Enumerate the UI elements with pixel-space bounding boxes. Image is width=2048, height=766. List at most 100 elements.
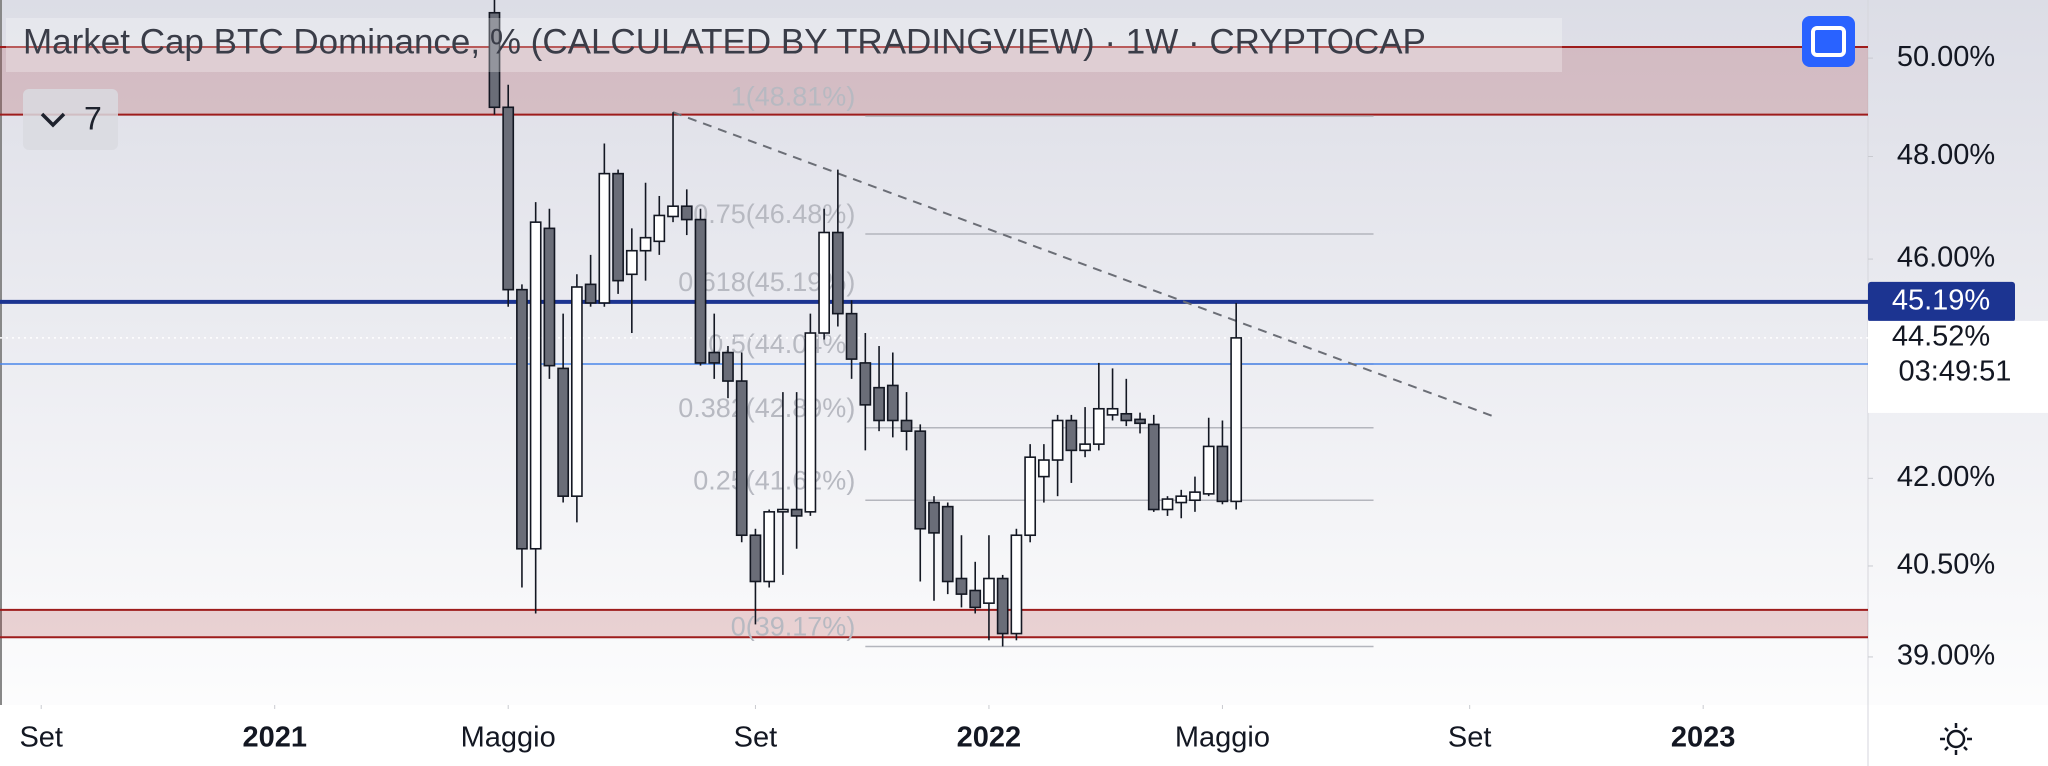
candle-body: [488, 11, 501, 109]
candle-body: [873, 386, 885, 422]
candle-body: [653, 214, 666, 243]
indicator-toggle[interactable]: 7: [23, 89, 118, 150]
candle-body: [763, 511, 776, 583]
y-tick-label: 42.00%: [1897, 461, 1995, 493]
indicator-toggle-bg[interactable]: [23, 89, 118, 150]
candle-body: [1038, 459, 1050, 478]
candle-body: [777, 508, 789, 513]
title-background: [6, 18, 1562, 72]
x-tick-label: 2021: [242, 722, 307, 754]
candle-body: [1120, 412, 1133, 422]
candle-body: [859, 362, 872, 406]
x-tick-label: Set: [1448, 722, 1492, 754]
candle-body: [1106, 407, 1119, 416]
x-tick-label: Maggio: [461, 722, 556, 754]
candle-body: [529, 221, 542, 550]
x-tick-label: Set: [734, 722, 778, 754]
candle-body: [1189, 491, 1201, 502]
candle-body: [1161, 498, 1174, 511]
candle-body: [667, 205, 679, 218]
last-price-label: 44.52%: [1892, 321, 1990, 353]
y-tick-label: 50.00%: [1897, 41, 1995, 73]
candle-body: [571, 286, 583, 497]
zone: [0, 609, 1868, 638]
fullscreen-icon: [1811, 26, 1846, 57]
y-tick-label: 39.00%: [1897, 640, 1995, 672]
candle-body: [694, 218, 707, 364]
fib-level-label: 0.25(41.62%): [693, 465, 855, 495]
x-tick-label: Set: [19, 722, 63, 754]
candle-body: [584, 283, 597, 304]
candle-body: [1065, 419, 1078, 452]
price-tag: [1868, 281, 2015, 322]
candle-body: [996, 577, 1009, 635]
sun-icon[interactable]: [1946, 729, 1966, 749]
candle-body: [941, 505, 954, 583]
plot-area: 1(48.81%)0.75(46.48%)0.618(45.19%)0.5(44…: [0, 0, 1868, 648]
candle-body: [1010, 534, 1023, 635]
candle-body: [914, 430, 927, 530]
candle-body: [543, 227, 556, 367]
candle-body: [625, 249, 638, 276]
candle-body: [612, 172, 624, 282]
candle-body: [502, 106, 515, 291]
candle-body: [680, 205, 693, 221]
candle-body: [818, 231, 830, 334]
candle-body: [1230, 337, 1243, 503]
candle-body: [900, 419, 913, 432]
candle-body: [886, 384, 899, 422]
candle-body: [557, 367, 570, 497]
countdown-label: 03:49:51: [1899, 356, 2012, 388]
candle-body: [598, 172, 611, 304]
theme-toggle[interactable]: [1940, 723, 1972, 755]
fib-level-label: 1(48.81%): [731, 81, 856, 111]
candle-body: [516, 288, 528, 550]
candle-body: [1202, 445, 1215, 495]
candle-body: [1216, 445, 1229, 503]
price-tag-label: 45.19%: [1892, 285, 1990, 317]
chevron-icon: [40, 112, 66, 128]
x-tick-label: 2022: [957, 722, 1022, 754]
fib-level-label: 0.382(42.89%): [678, 393, 855, 423]
candle-body: [1147, 423, 1160, 511]
candle-body: [735, 380, 748, 537]
candle-body: [1092, 407, 1105, 445]
candle-body: [928, 501, 940, 534]
y-tick-label: 46.00%: [1897, 242, 1995, 274]
fullscreen-button[interactable]: [1802, 16, 1855, 67]
candle-body: [1134, 418, 1146, 425]
candle-body: [1051, 419, 1064, 461]
x-tick-label: Maggio: [1175, 722, 1270, 754]
x-axis-band: [0, 705, 2048, 766]
chart-title: Market Cap BTC Dominance, % (CALCULATED …: [23, 22, 1426, 61]
fib-level-label: 0(39.17%): [731, 612, 856, 642]
trendline: [672, 111, 1498, 419]
candle-body: [1024, 456, 1037, 537]
candle-body: [969, 589, 982, 609]
candle-body: [708, 351, 721, 364]
sun-rays: [1940, 723, 1972, 755]
y-tick-label: 40.50%: [1897, 549, 1995, 581]
candle-body: [983, 577, 995, 604]
fullscreen-bg[interactable]: [1802, 16, 1855, 67]
candle-body: [722, 351, 734, 382]
candle-body: [804, 332, 817, 513]
candle-body: [749, 534, 762, 583]
candle-body: [1079, 443, 1091, 452]
last-price-tag: [1868, 320, 2048, 413]
candle-body: [790, 508, 803, 517]
candle-body: [639, 236, 652, 252]
fib-level-label: 0.75(46.48%): [693, 199, 855, 229]
candle-body: [1175, 495, 1188, 504]
candle-body: [831, 231, 844, 315]
candle-body: [845, 312, 858, 360]
x-tick-label: 2023: [1671, 722, 1736, 754]
price-axis: 45.19%44.04%50.00%48.00%46.00%42.00%40.5…: [1868, 41, 2048, 672]
y-tick-label: 48.00%: [1897, 139, 1995, 171]
indicator-count: 7: [84, 100, 102, 136]
candle-body: [955, 577, 968, 595]
zone: [0, 47, 1868, 115]
